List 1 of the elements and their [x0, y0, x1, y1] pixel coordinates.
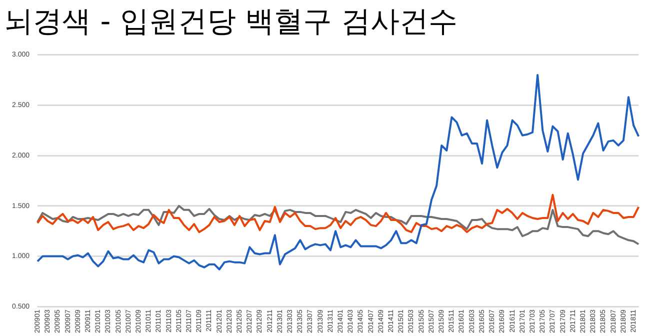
chart-title: 뇌경색 - 입원건당 백혈구 검사건수 — [4, 4, 458, 38]
